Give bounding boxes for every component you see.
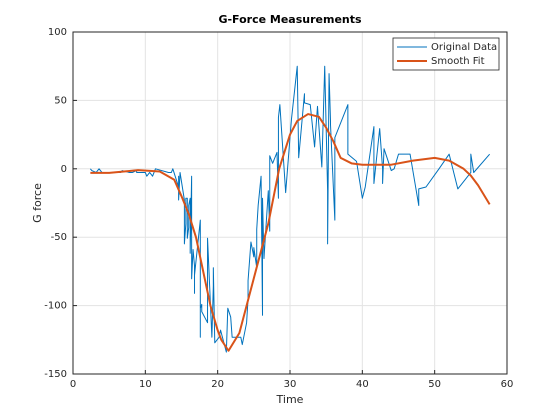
y-tick-label: -100 <box>44 301 67 312</box>
y-tick-label: -50 <box>51 232 67 243</box>
x-tick-label: 20 <box>211 379 224 390</box>
axes-box <box>72 31 508 375</box>
y-tick-label: 100 <box>48 27 67 38</box>
x-axis-label: Time <box>276 393 304 406</box>
x-tick-label: 50 <box>428 379 441 390</box>
x-tick-label: 40 <box>356 379 369 390</box>
x-tick-label: 10 <box>139 379 152 390</box>
y-tick-label: 50 <box>54 95 67 106</box>
legend-label: Original Data <box>431 42 497 53</box>
chart-title: G-Force Measurements <box>218 13 362 26</box>
x-tick-label: 0 <box>70 379 76 390</box>
x-tick-label: 30 <box>284 379 297 390</box>
legend-label: Smooth Fit <box>431 56 485 67</box>
data-line <box>90 113 491 352</box>
data-line <box>89 65 491 353</box>
y-axis-label: G force <box>31 183 44 223</box>
y-tick-label: -150 <box>44 369 67 380</box>
legend-box <box>392 37 500 71</box>
x-tick-label: 60 <box>501 379 514 390</box>
y-tick-label: 0 <box>61 164 67 175</box>
